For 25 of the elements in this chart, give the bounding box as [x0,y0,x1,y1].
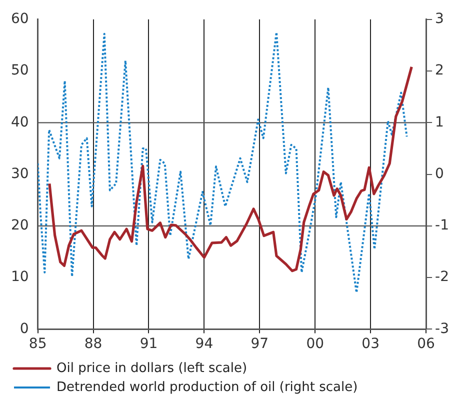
y2-tick-label: -1 [435,218,450,234]
x-tick-label: 06 [417,336,436,352]
y2-tick-label: 1 [435,114,444,130]
y2-tick-label: -3 [435,320,450,337]
y2-tick-label: 2 [435,62,444,79]
x-tick-label: 00 [306,336,324,352]
y2-tick-label: -2 [435,269,450,286]
y-tick-label: 10 [10,269,29,286]
y-tick-label: 0 [20,320,29,337]
y-tick-label: 20 [10,218,29,234]
x-tick-label: 91 [140,336,158,352]
y2-tick-label: 3 [435,11,444,28]
x-tick-label: 88 [84,336,102,352]
y-tick-label: 40 [10,114,29,130]
x-tick-label: 94 [195,336,214,352]
line-series [38,31,408,294]
x-tick-label: 97 [250,336,269,352]
y2-tick-label: 0 [435,166,444,182]
y-tick-label: 50 [10,62,29,79]
y-tick-label: 30 [10,166,29,182]
y-tick-label: 60 [10,11,29,28]
x-tick-label: 03 [362,336,380,352]
x-tick-label: 85 [28,336,47,352]
legend-label: Detrended world production of oil (right scale) [56,380,358,395]
legend-label: Oil price in dollars (left scale) [56,360,248,376]
